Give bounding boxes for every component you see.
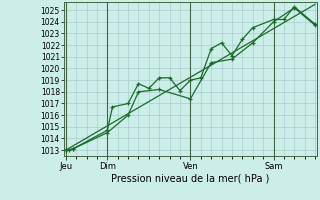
X-axis label: Pression niveau de la mer( hPa ): Pression niveau de la mer( hPa ) xyxy=(111,173,269,183)
